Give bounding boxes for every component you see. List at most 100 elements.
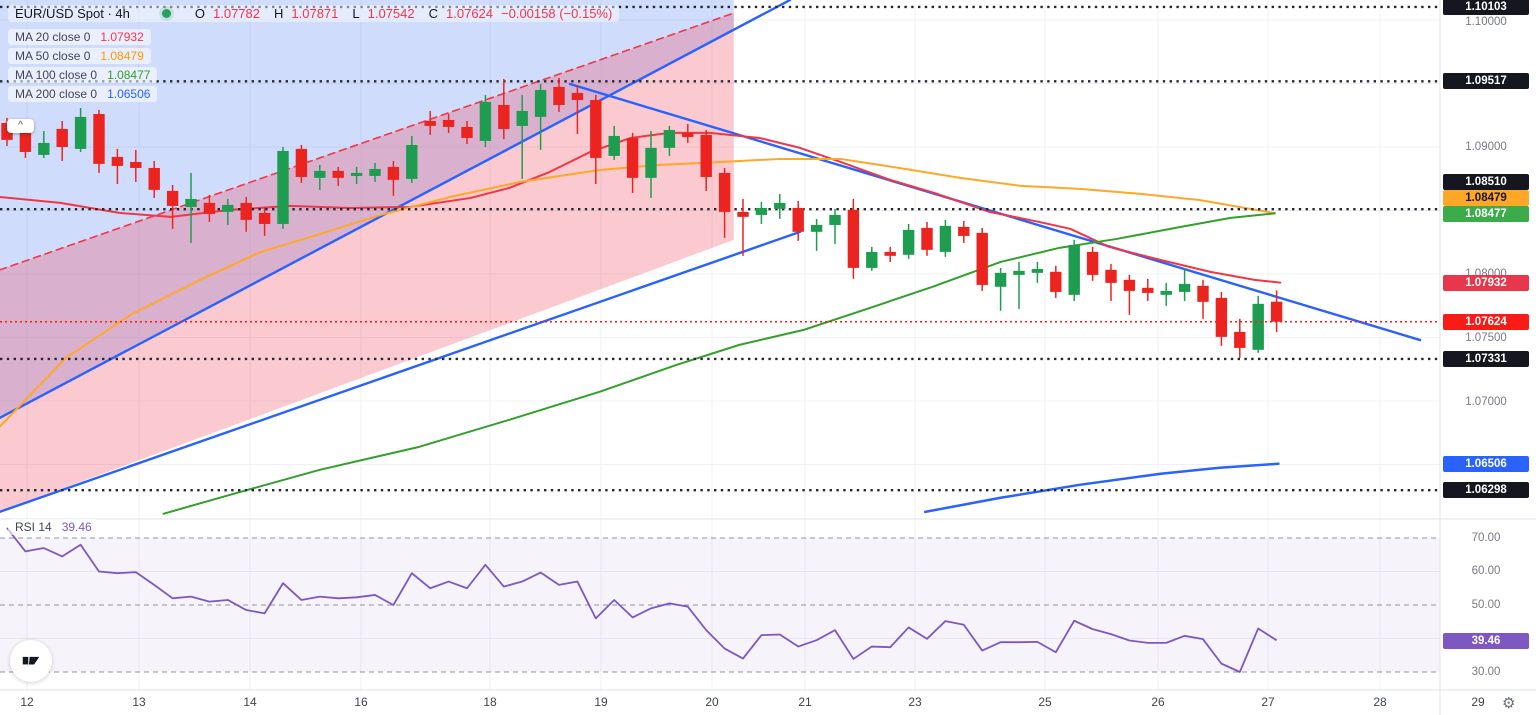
candle (902, 223, 915, 259)
candle (1160, 282, 1172, 306)
candle-body (1031, 268, 1044, 273)
candle-body (74, 116, 87, 149)
candle (1086, 246, 1099, 281)
candle-body (332, 170, 344, 178)
candle-body (718, 172, 731, 212)
time-axis-label: 18 (483, 695, 497, 709)
candle-body (442, 119, 455, 127)
candle-body (884, 251, 896, 256)
ohlc-open-label: O (194, 6, 205, 21)
symbol-title: EUR/USD Spot · 4h (15, 6, 130, 21)
change-value: −0.00158 (−0.15%) (501, 6, 613, 21)
candle-body (700, 134, 712, 177)
candle (958, 220, 970, 243)
candle (1068, 239, 1080, 301)
candle (1234, 318, 1246, 358)
candle (387, 160, 400, 196)
candle-body (645, 147, 657, 178)
candle-body (369, 168, 381, 176)
candle (939, 219, 952, 257)
candle (774, 193, 786, 219)
price-axis-badge: 1.09517 (1443, 73, 1529, 89)
candle (645, 130, 657, 198)
ma100-label: MA 100 close 0 (15, 68, 98, 82)
candle (222, 198, 234, 225)
candle-body (19, 124, 32, 152)
price-axis-badge: 1.06506 (1443, 456, 1529, 472)
candle (810, 218, 823, 251)
candle (847, 198, 860, 279)
candle-body (461, 126, 473, 138)
time-axis-label: 27 (1261, 695, 1275, 709)
candle-body (976, 232, 988, 285)
time-axis-label: 29 (1471, 695, 1485, 709)
price-axis[interactable]: 1.10000 1.09000 1.08000 1.07500 1.07000 70.00… (1440, 0, 1536, 715)
legend-row-rsi[interactable]: RSI 14 39.46 (8, 519, 99, 535)
price-axis-label: 70.00 (1471, 532, 1501, 544)
candle (1178, 267, 1191, 301)
candle-body (1086, 251, 1099, 275)
candle-body (1142, 287, 1154, 293)
candle-body (939, 225, 952, 252)
candle-body (1178, 283, 1191, 292)
legend-collapse-button[interactable]: ^ (7, 119, 34, 133)
candle-body (516, 110, 528, 126)
candle-body (921, 227, 933, 250)
price-axis-badge: 1.08477 (1443, 206, 1529, 222)
candle (1050, 265, 1062, 298)
candle-body (203, 202, 216, 214)
gear-icon[interactable]: ⚙ (1502, 695, 1516, 712)
rsi-value: 39.46 (61, 520, 92, 534)
ma20-value: 1.07932 (100, 30, 144, 44)
price-axis-badge: 1.06298 (1443, 482, 1529, 498)
candle (1031, 261, 1044, 283)
tradingview-logo[interactable] (10, 640, 52, 682)
candle (682, 124, 694, 143)
price-axis-label: 50.00 (1471, 599, 1501, 611)
legend-row-ma50[interactable]: MA 50 close 0 1.08479 (8, 48, 151, 64)
price-axis-badge: 1.07932 (1443, 275, 1529, 291)
price-axis-label: 1.09000 (1465, 141, 1507, 153)
candle (203, 194, 216, 222)
legend-row-ma20[interactable]: MA 20 close 0 1.07932 (8, 29, 151, 45)
time-axis-label: 16 (354, 695, 368, 709)
candle (921, 221, 933, 256)
market-status-dot-icon (161, 9, 171, 18)
price-axis-badge: 39.46 (1443, 633, 1529, 649)
candle-body (1197, 285, 1209, 302)
ma100-value: 1.08477 (107, 68, 151, 82)
time-axis-label: 21 (798, 695, 812, 709)
candle-body (663, 129, 676, 148)
candle (590, 94, 602, 184)
candle (314, 164, 326, 190)
candle-body (314, 170, 326, 178)
candle (516, 94, 528, 179)
candle-body (350, 172, 363, 176)
time-axis[interactable]: 12 13 14 16 18 19 20 21 23 25 26 27 28 29 (0, 690, 1536, 715)
ohlc-open-value: 1.07782 (213, 6, 260, 21)
candle (332, 166, 344, 186)
candle-body (498, 104, 510, 129)
candle-body (277, 150, 289, 224)
chevron-up-icon: ^ (18, 120, 23, 131)
legend-row-ma100[interactable]: MA 100 close 0 1.08477 (8, 67, 158, 83)
candle (185, 172, 197, 243)
candle (1013, 261, 1025, 309)
candle-body (222, 204, 234, 212)
symbol-legend[interactable]: EUR/USD Spot · 4h O 1.07782 H 1.07871 L 1.0… (8, 5, 620, 22)
candle-body (847, 209, 860, 268)
price-axis-badge: 1.08510 (1443, 174, 1529, 190)
price-axis-label: 30.00 (1471, 666, 1501, 678)
legend-row-ma200[interactable]: MA 200 close 0 1.06506 (8, 86, 158, 102)
price-axis-badge: 1.10103 (1443, 0, 1529, 15)
candle-body (810, 224, 823, 232)
candle (442, 113, 455, 133)
ohlc-close-value: 1.07624 (446, 6, 494, 21)
candle-body (958, 226, 970, 236)
candle (38, 130, 50, 158)
candle-body (111, 156, 124, 166)
candle-body (1050, 271, 1062, 292)
candle (994, 267, 1007, 311)
time-axis-label: 12 (20, 695, 34, 709)
